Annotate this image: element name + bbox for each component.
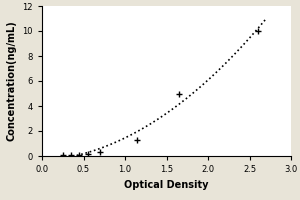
Y-axis label: Concentration(ng/mL): Concentration(ng/mL) (7, 21, 17, 141)
X-axis label: Optical Density: Optical Density (124, 180, 209, 190)
